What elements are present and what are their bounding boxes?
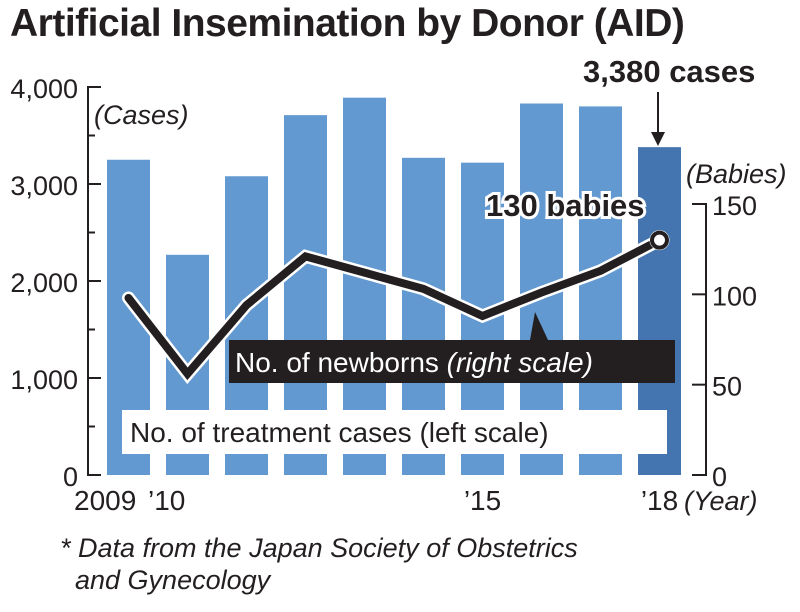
right-tick-label: 50 xyxy=(712,372,742,402)
left-tick-label: 2,000 xyxy=(10,268,78,298)
source-note-line2: and Gynecology xyxy=(75,565,271,595)
newborns-label-scale: (right scale) xyxy=(447,347,593,378)
x-axis-unit: (Year) xyxy=(684,486,758,516)
right-tick-label: 150 xyxy=(712,191,757,221)
babies-annotation: 130 babies xyxy=(486,188,645,223)
right-axis: 0 50 100 150(Babies) xyxy=(686,159,787,492)
left-axis-unit: (Cases) xyxy=(94,100,189,130)
x-tick-label-2009: 2009 xyxy=(74,485,136,516)
cases-label: No. of treatment cases (left scale) xyxy=(130,417,549,448)
right-axis-unit: (Babies) xyxy=(686,159,787,189)
line-point-2018 xyxy=(650,230,669,250)
left-tick-label: 0 xyxy=(63,462,78,492)
x-tick-label-2015: ’15 xyxy=(464,485,501,516)
chart-labels: No. of newborns (right scale) No. of trea… xyxy=(74,54,758,516)
newborns-label-name: No. of newborns xyxy=(235,347,447,378)
cases-label-box xyxy=(122,410,667,454)
source-note-line1: * Data from the Japan Society of Obstetr… xyxy=(60,533,578,563)
newborns-line xyxy=(124,236,664,381)
left-tick-label: 4,000 xyxy=(10,74,78,104)
left-tick-label: 3,000 xyxy=(10,171,78,201)
newborns-label-pointer xyxy=(530,312,548,340)
x-tick-label-2010: ’10 xyxy=(148,485,185,516)
newborns-label: No. of newborns (right scale) xyxy=(235,347,593,378)
right-tick-label: 0 xyxy=(712,462,727,492)
source-note: * Data from the Japan Society of Obstetr… xyxy=(60,532,578,596)
chart-title: Artificial Insemination by Donor (AID) xyxy=(10,2,685,45)
cases-annotation: 3,380 cases xyxy=(583,54,755,89)
right-tick-label: 100 xyxy=(712,281,757,311)
newborns-label-box xyxy=(229,340,675,383)
left-axis: 0 1,000 2,000 3,000 4,000 (Cases) xyxy=(10,74,188,492)
left-tick-label: 1,000 xyxy=(10,365,78,395)
x-tick-label-2018: ’18 xyxy=(641,485,678,516)
line-series xyxy=(122,230,670,385)
annotation-arrow-head xyxy=(651,132,665,146)
